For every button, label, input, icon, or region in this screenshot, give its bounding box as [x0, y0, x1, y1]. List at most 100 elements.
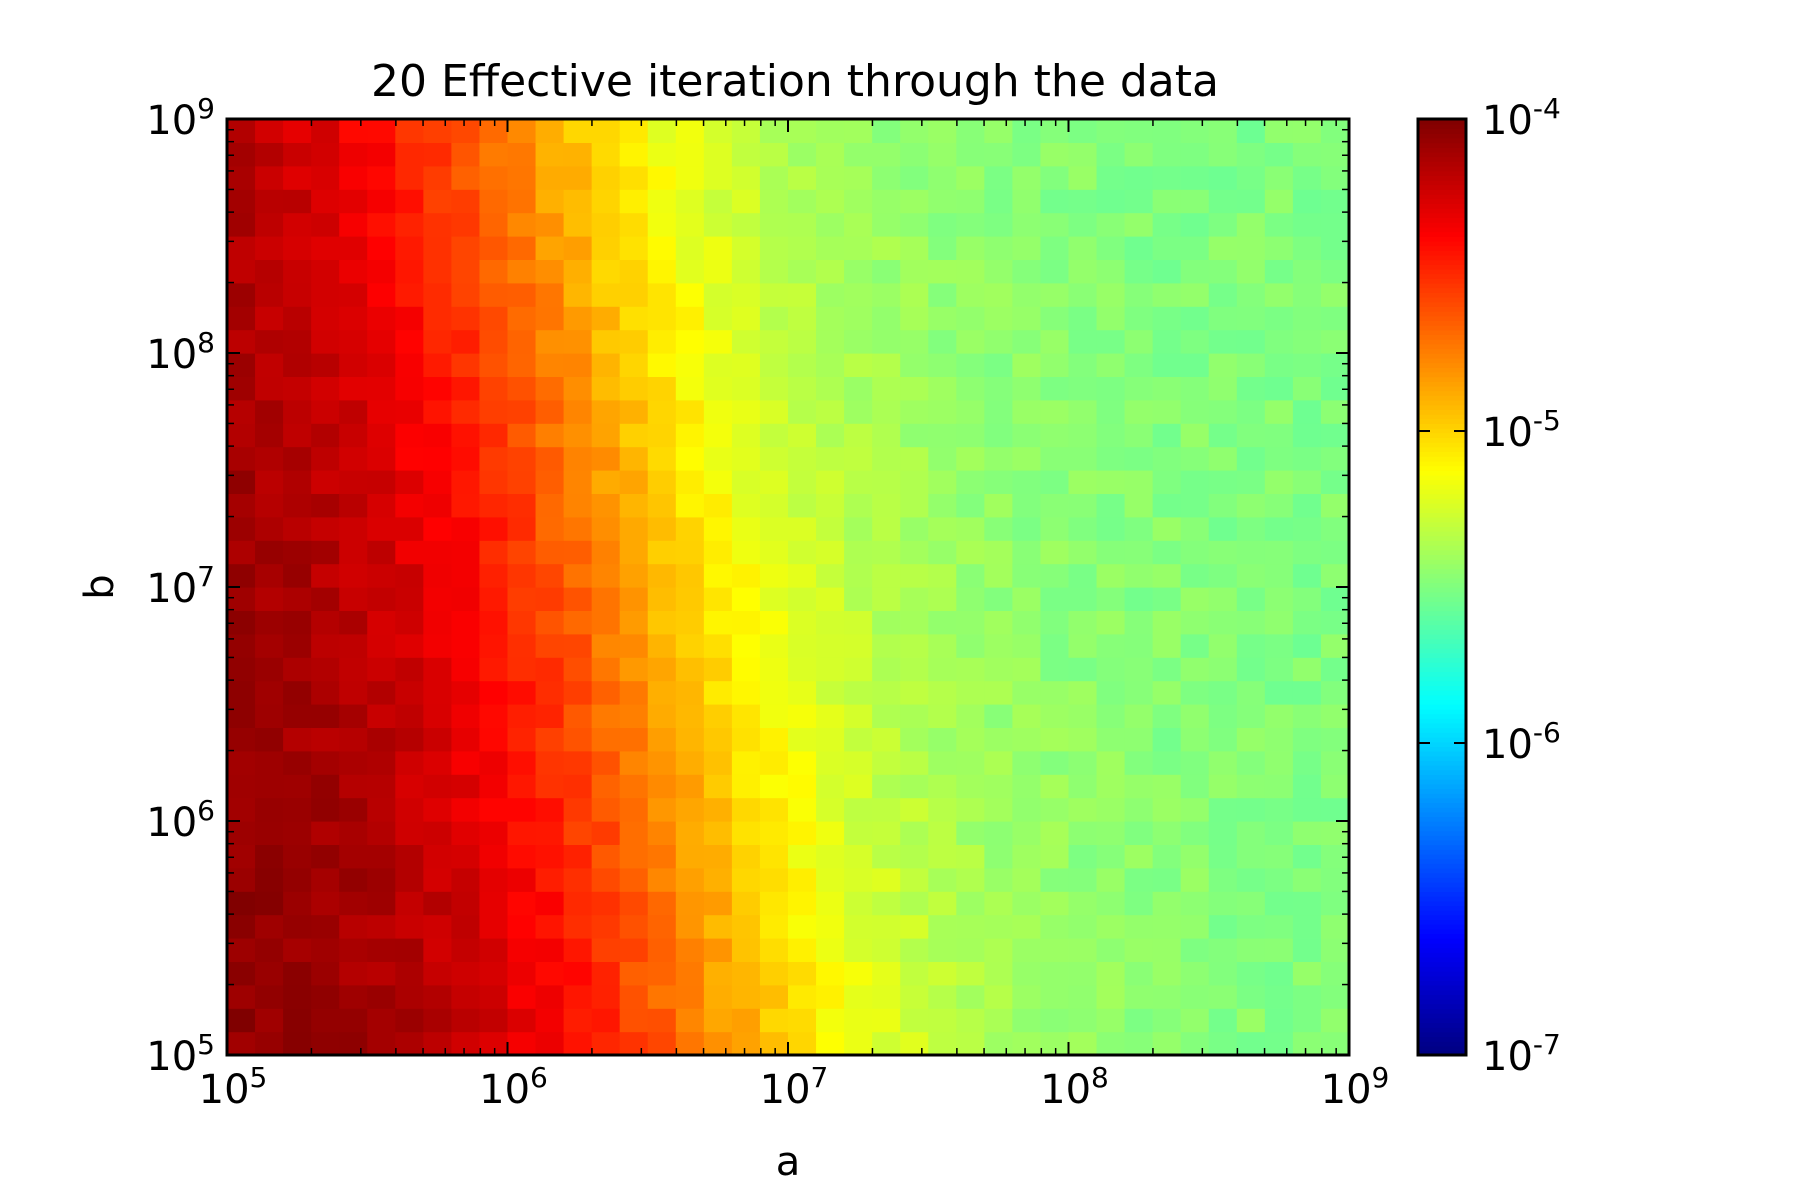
- heatmap-cell: [956, 610, 985, 635]
- heatmap-cell: [1292, 587, 1322, 611]
- heatmap-cell: [731, 657, 761, 682]
- heatmap-cell: [1040, 727, 1070, 752]
- heatmap-cell: [395, 165, 424, 190]
- heatmap-cell: [367, 1008, 396, 1033]
- colorbar-segment: [1418, 713, 1466, 719]
- heatmap-cell: [563, 259, 593, 284]
- heatmap-cell: [283, 165, 312, 190]
- heatmap-cell: [227, 142, 256, 167]
- heatmap-cell: [788, 142, 817, 167]
- colorbar-segment: [1418, 554, 1466, 560]
- heatmap-cell: [647, 774, 677, 799]
- heatmap-cell: [1180, 587, 1210, 611]
- heatmap-cell: [1068, 961, 1098, 986]
- heatmap-cell: [928, 306, 957, 331]
- heatmap-cell: [984, 516, 1013, 541]
- heatmap-cell: [1208, 727, 1238, 752]
- colorbar-segment: [1418, 802, 1466, 808]
- heatmap-cell: [395, 633, 424, 658]
- heatmap-cell: [759, 329, 789, 354]
- heatmap-cell: [872, 727, 901, 752]
- heatmap-cell: [367, 680, 396, 705]
- heatmap-cell: [1208, 610, 1238, 635]
- y-tick-label: 107: [146, 560, 215, 612]
- heatmap-cell: [1208, 516, 1238, 541]
- heatmap-cell: [479, 540, 509, 565]
- heatmap-cell: [788, 493, 817, 518]
- heatmap-cell: [844, 938, 873, 962]
- heatmap-cell: [339, 259, 368, 284]
- heatmap-cell: [1012, 423, 1042, 448]
- heatmap-cell: [1264, 891, 1294, 916]
- heatmap-cell: [1124, 516, 1154, 541]
- heatmap-cell: [479, 470, 509, 494]
- heatmap-cell: [1096, 236, 1126, 260]
- heatmap-cell: [227, 704, 256, 728]
- colorbar-segment: [1418, 432, 1466, 439]
- colorbar-segment: [1418, 544, 1466, 551]
- heatmap-cell: [844, 423, 873, 448]
- heatmap-cell: [1068, 329, 1098, 354]
- heatmap-cell: [647, 282, 677, 307]
- heatmap-cell: [1124, 165, 1154, 190]
- heatmap-cell: [984, 610, 1013, 635]
- heatmap-cell: [1180, 610, 1210, 635]
- heatmap-cell: [311, 1031, 340, 1056]
- colorbar-segment: [1418, 778, 1466, 785]
- heatmap-cell: [1040, 353, 1070, 377]
- colorbar-segment: [1418, 961, 1466, 967]
- heatmap-cell: [479, 399, 509, 424]
- heatmap-cell: [563, 844, 593, 869]
- heatmap-cell: [731, 540, 761, 565]
- heatmap-cell: [1152, 563, 1182, 588]
- heatmap-cell: [956, 516, 985, 541]
- colorbar-segment: [1418, 254, 1466, 261]
- heatmap-cell: [1264, 1031, 1294, 1056]
- colorbar-segment: [1418, 900, 1466, 907]
- heatmap-cell: [703, 236, 733, 260]
- heatmap-cell: [395, 470, 424, 494]
- heatmap-cell: [956, 306, 985, 331]
- heatmap-cell: [956, 797, 985, 822]
- heatmap-cell: [1264, 165, 1294, 190]
- heatmap-cell: [451, 470, 481, 494]
- heatmap-cell: [1292, 867, 1322, 892]
- colorbar-segment: [1418, 348, 1466, 354]
- heatmap-cell: [1152, 119, 1182, 143]
- heatmap-cell: [255, 212, 284, 237]
- heatmap-cell: [1292, 142, 1322, 167]
- colorbar-segment: [1418, 914, 1466, 921]
- colorbar-segment: [1418, 881, 1466, 888]
- colorbar-segment: [1418, 292, 1466, 298]
- heatmap-cell: [1208, 165, 1238, 190]
- heatmap-cell: [1152, 493, 1182, 518]
- colorbar-segment: [1418, 376, 1466, 382]
- heatmap-cell: [984, 423, 1013, 448]
- heatmap-cell: [395, 961, 424, 986]
- heatmap-cell: [423, 282, 452, 307]
- colorbar-segment: [1418, 399, 1466, 406]
- colorbar-segment: [1418, 250, 1466, 256]
- colorbar-segment: [1418, 493, 1466, 499]
- heatmap-cell: [1320, 236, 1350, 260]
- heatmap-cell: [1180, 540, 1210, 565]
- heatmap-cell: [367, 399, 396, 424]
- heatmap-cell: [703, 727, 733, 752]
- heatmap-cell: [1124, 119, 1154, 143]
- heatmap-cell: [816, 891, 845, 916]
- heatmap-cell: [872, 306, 901, 331]
- heatmap-cell: [816, 376, 845, 401]
- heatmap-cell: [1180, 961, 1210, 986]
- heatmap-cell: [227, 1031, 256, 1056]
- heatmap-cell: [227, 446, 256, 471]
- heatmap-cell: [1320, 680, 1350, 705]
- heatmap-cell: [255, 446, 284, 471]
- heatmap-cell: [816, 189, 845, 214]
- colorbar-segment: [1418, 844, 1466, 850]
- heatmap-cell: [423, 821, 452, 845]
- heatmap-cell: [956, 399, 985, 424]
- heatmap-cell: [872, 282, 901, 307]
- heatmap-cell: [1124, 446, 1154, 471]
- heatmap-cell: [984, 142, 1013, 167]
- heatmap-cell: [1264, 540, 1294, 565]
